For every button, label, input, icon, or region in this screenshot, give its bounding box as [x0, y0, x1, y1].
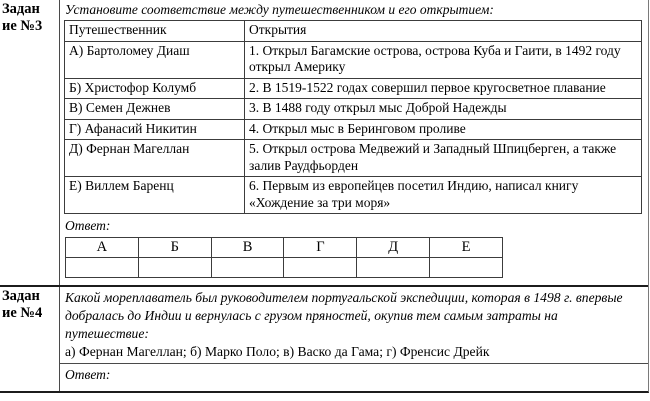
task3-row: Задан ие №3 Установите соответствие межд…: [0, 0, 648, 287]
table-row: А) Бартоломеу Диаш 1. Открыл Багамские о…: [64, 40, 642, 79]
traveler-cell: Е) Виллем Баренц: [64, 176, 245, 214]
answer-header-cell: Д: [356, 237, 431, 258]
answer-header-cell: Е: [429, 237, 503, 258]
task3-content: Установите соответствие между путешестве…: [60, 0, 648, 285]
table-header-row: Путешественник Открытия: [64, 20, 642, 42]
answer-input-cell[interactable]: [65, 257, 139, 278]
task4-answer-area[interactable]: [60, 386, 648, 391]
answer-input-cell[interactable]: [356, 257, 431, 278]
task4-answer-block: Ответ:: [60, 363, 648, 391]
discovery-cell: 2. В 1519-1522 годах совершил первое кру…: [244, 77, 642, 99]
task3-instruction: Установите соответствие между путешестве…: [65, 2, 494, 17]
task3-label: Задан ие №3: [0, 0, 60, 285]
task3-label-line1: Задан: [2, 1, 40, 17]
task4-label: Задан ие №4: [0, 287, 60, 391]
discovery-cell: 4. Открыл мыс в Беринговом проливе: [244, 118, 642, 140]
answer-header-cell: В: [210, 237, 285, 258]
table-row: Г) Афанасий Никитин 4. Открыл мыс в Бери…: [64, 118, 642, 140]
task4-question: Какой мореплаватель был руководителем по…: [65, 290, 623, 341]
travelers-column-header: Путешественник: [64, 20, 245, 42]
traveler-cell: В) Семен Дежнев: [64, 98, 245, 120]
table-row: В) Семен Дежнев 3. В 1488 году открыл мы…: [64, 98, 642, 120]
traveler-cell: Г) Афанасий Никитин: [64, 118, 245, 140]
answer-input-cell[interactable]: [429, 257, 503, 278]
table-row: Б) Христофор Колумб 2. В 1519-1522 годах…: [64, 77, 642, 99]
answer-input-cell[interactable]: [137, 257, 212, 278]
answer-input-row: [65, 257, 503, 278]
answer-header-row: А Б В Г Д Е: [65, 237, 503, 258]
traveler-cell: Д) Фернан Магеллан: [64, 139, 245, 177]
task4-label-line2: ие №4: [2, 305, 43, 322]
discovery-cell: 5. Открыл острова Медвежий и Западный Шп…: [244, 139, 642, 177]
task3-label-line2: ие №3: [2, 18, 43, 35]
travelers-discoveries-table: Путешественник Открытия А) Бартоломеу Ди…: [64, 20, 642, 214]
answer-header-cell: А: [65, 237, 139, 258]
tasks-table: Задан ие №3 Установите соответствие межд…: [0, 0, 649, 393]
discovery-cell: 1. Открыл Багамские острова, острова Куб…: [244, 40, 642, 79]
task4-label-line1: Задан: [2, 288, 40, 304]
task4-options: а) Фернан Магеллан; б) Марко Поло; в) Ва…: [65, 344, 490, 359]
answer-input-cell[interactable]: [210, 257, 285, 278]
table-row: Д) Фернан Магеллан 5. Открыл острова Мед…: [64, 139, 642, 177]
task4-answer-label: Ответ:: [65, 367, 111, 382]
traveler-cell: А) Бартоломеу Диаш: [64, 40, 245, 79]
task4-row: Задан ие №4 Какой мореплаватель был руко…: [0, 287, 648, 391]
discoveries-column-header: Открытия: [244, 20, 642, 42]
answer-header-cell: Г: [283, 237, 358, 258]
task4-content: Какой мореплаватель был руководителем по…: [60, 287, 648, 391]
answer-input-cell[interactable]: [283, 257, 358, 278]
answer-header-cell: Б: [137, 237, 212, 258]
discovery-cell: 3. В 1488 году открыл мыс Доброй Надежды: [244, 98, 642, 120]
task3-answer-label: Ответ:: [65, 218, 111, 233]
task3-answer-table: А Б В Г Д Е: [65, 237, 503, 278]
traveler-cell: Б) Христофор Колумб: [64, 77, 245, 99]
table-row: Е) Виллем Баренц 6. Первым из европейцев…: [64, 176, 642, 214]
discovery-cell: 6. Первым из европейцев посетил Индию, н…: [244, 176, 642, 214]
